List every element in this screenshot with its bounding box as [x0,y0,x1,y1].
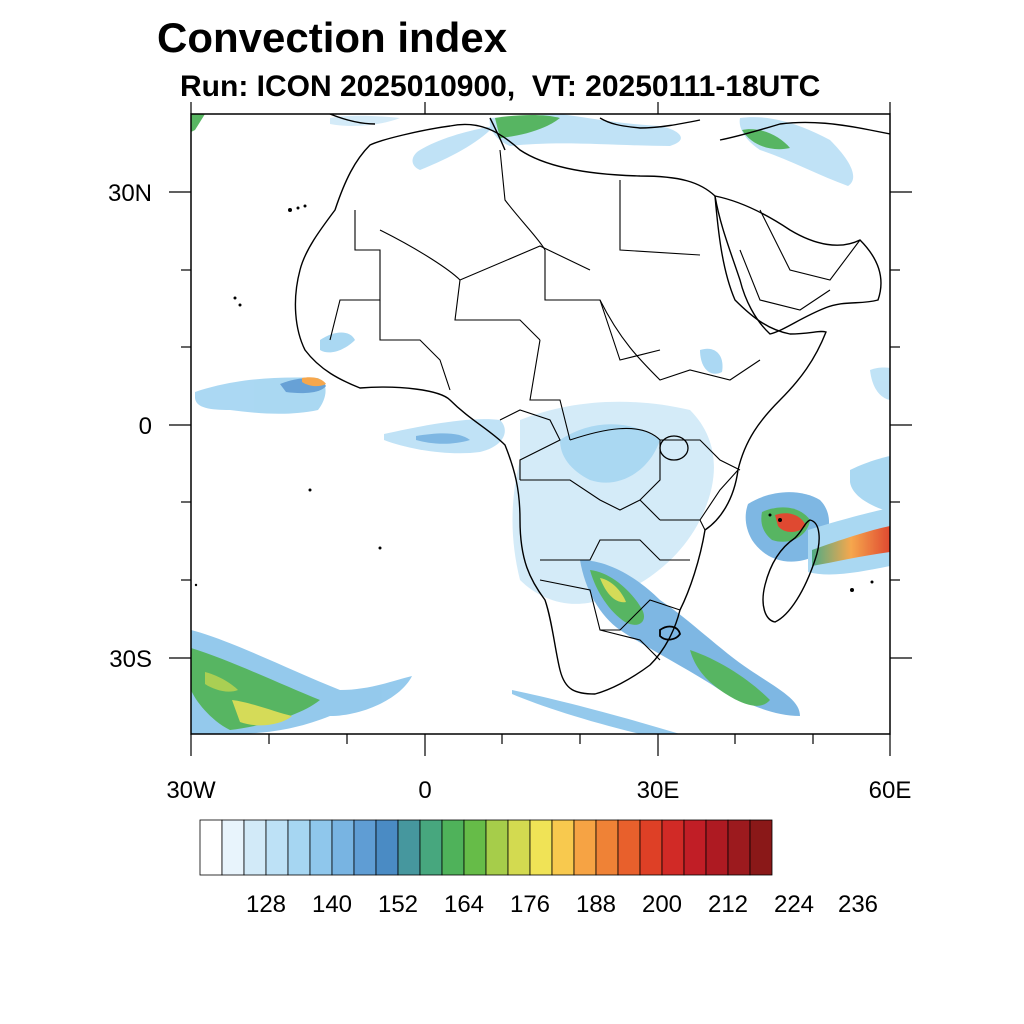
colorbar-swatch [221,819,245,876]
colorbar-swatch [375,819,399,876]
colorbar-swatch [463,819,487,876]
colorbar-label: 152 [378,891,418,918]
colorbar-swatch [551,819,575,876]
colorbar-swatch [309,819,333,876]
colorbar-label: 236 [838,891,878,918]
y-tick-label: 0 [139,413,152,440]
colorbar-labels: 128 140 152 164 176 188 200 212 224 236 [246,891,878,918]
colorbar-swatch [573,819,597,876]
colorbar-label: 188 [576,891,616,918]
colorbar-swatch [595,819,619,876]
colorbar [199,819,773,876]
map-subtitle: Run: ICON 2025010900, VT: 20250111-18UTC [180,70,821,103]
colorbar-swatch [507,819,531,876]
colorbar-swatch [485,819,509,876]
y-tick-label: 30S [109,646,152,673]
colorbar-label: 164 [444,891,484,918]
x-tick-label: 30W [166,777,216,804]
lake-victoria [659,435,689,461]
x-tick-label: 60E [869,777,912,804]
colorbar-label: 176 [510,891,550,918]
colorbar-swatch [529,819,553,876]
colorbar-swatch [639,819,663,876]
islands [194,204,874,592]
map-plot-area [191,114,890,734]
colorbar-swatch [243,819,267,876]
axis-ticks [169,102,912,756]
colorbar-swatch [661,819,685,876]
colorbar-swatch [705,819,729,876]
colorbar-label: 212 [708,891,748,918]
colorbar-label: 128 [246,891,286,918]
colorbar-swatch [441,819,465,876]
convection-shading [191,114,890,734]
colorbar-swatch [287,819,311,876]
colorbar-swatch [331,819,355,876]
colorbar-label: 140 [312,891,352,918]
colorbar-swatch [265,819,289,876]
colorbar-swatch [419,819,443,876]
colorbar-swatch [727,819,751,876]
colorbar-swatch [749,819,773,876]
colorbar-swatch [617,819,641,876]
colorbar-label: 200 [642,891,682,918]
x-tick-label: 30E [637,777,680,804]
lesotho-border [659,625,681,641]
map-frame [190,113,891,735]
colorbar-swatch [353,819,377,876]
coastlines [294,114,890,695]
colorbar-label: 224 [774,891,814,918]
colorbar-swatch [199,819,223,876]
map-title: Convection index [157,14,508,61]
x-tick-label: 0 [418,777,431,804]
colorbar-swatch [397,819,421,876]
colorbar-swatch [683,819,707,876]
y-tick-label: 30N [108,180,152,207]
country-borders [329,149,861,661]
